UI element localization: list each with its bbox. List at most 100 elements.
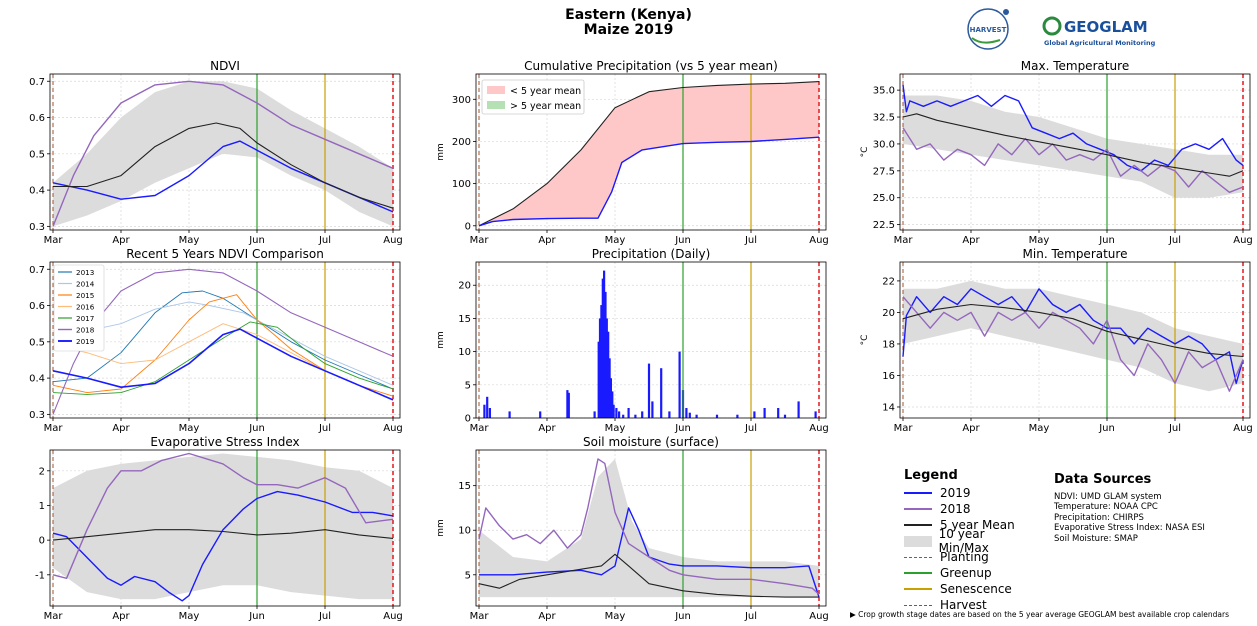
precip-bar: [627, 408, 630, 418]
tmin-ytick-label: 18: [882, 339, 895, 350]
legend-item-senescence: Senescence: [904, 581, 1034, 597]
precipdaily-xtick-label: Jul: [744, 423, 757, 434]
precip-bar: [660, 368, 663, 418]
cumprecip-legend-swatch: [487, 86, 505, 94]
esi-xtick-label: May: [179, 611, 200, 622]
soil-minmax-band: [479, 458, 819, 598]
series-line-mean: [478, 81, 820, 227]
precipdaily-plot-area: [476, 262, 826, 418]
esi-xtick-label: Jun: [248, 611, 265, 622]
ndvi5-legend-label: 2018: [76, 325, 95, 334]
precip-bar: [678, 351, 681, 418]
ndvi-xtick-label: Jun: [248, 235, 265, 246]
precip-bar: [483, 404, 486, 418]
cumprecip-xtick-label: Apr: [538, 235, 556, 246]
legend-label: Planting: [940, 550, 989, 564]
precip-bar: [605, 318, 608, 418]
tmin-xtick-label: Jul: [1168, 423, 1181, 434]
precip-bar: [668, 411, 671, 418]
precipdaily-frame: [475, 261, 827, 419]
precip-bar: [597, 341, 600, 418]
cumprecip-legend-label: > 5 year mean: [510, 101, 581, 112]
soil-xtick-label: Apr: [538, 611, 556, 622]
legend-items: 2019 2018 5 year Mean 10 year Min/Max Planti…: [904, 485, 1034, 613]
precip-bar: [618, 411, 621, 418]
tmin-frame: [899, 261, 1251, 419]
ndvi-frame: [49, 73, 401, 231]
legend-label: 5 year Mean: [940, 518, 1015, 532]
cumprecip-plot-area: [476, 74, 826, 230]
ndvi5-legend-label: 2017: [76, 314, 94, 323]
esi-frame: [49, 449, 401, 607]
series-line-mean: [52, 529, 394, 541]
tmax-ylabel: °C: [860, 147, 870, 158]
geoglam-logo-subtext: Global Agricultural Monitoring: [1044, 39, 1156, 47]
soil-ylabel: mm: [436, 519, 446, 537]
ndvi5-legend: 2013 2014 2015 2016 2017 2018 2019: [53, 264, 105, 352]
esi-ytick-label: 2: [39, 466, 45, 477]
legend-swatch: [904, 583, 934, 595]
tmin-xtick-label: Apr: [962, 423, 980, 434]
series-line-y2018: [478, 458, 820, 595]
ndvi-minmax-band: [53, 81, 393, 227]
data-sources-title: Data Sources: [1054, 472, 1152, 487]
precip-bar: [634, 414, 637, 418]
series-line-y2018: [52, 452, 394, 579]
page-title-region: Eastern (Kenya): [565, 7, 692, 23]
ndvi5-xtick-label: Aug: [383, 423, 403, 434]
tmin-ytick-label: 22: [882, 276, 895, 287]
precipdaily-xtick-label: May: [605, 423, 626, 434]
soil-title: Soil moisture (surface): [583, 435, 719, 449]
cumprecip-ylabel: mm: [436, 143, 446, 161]
chart-tmin: Mar Apr May Jun Jul Aug 14 16 18 20 22 Min. Tempera…: [860, 247, 1253, 434]
chart-ndvi5: Mar Apr May Jun Jul Aug 0.3 0.4 0.5 0.6 0.7 Recent …: [29, 247, 403, 434]
page-title: Eastern (Kenya) Maize 2019: [0, 8, 1257, 38]
tmax-minmax-band: [903, 95, 1243, 198]
tmax-frame: [899, 73, 1251, 231]
precip-bar: [539, 411, 542, 418]
chart-cumprecip: Mar Apr May Jun Jul Aug 0 100 200 300 Cumulative P…: [436, 59, 829, 246]
chart-soil: Mar Apr May Jun Jul Aug 5 10 15 Soil moisture (su…: [436, 435, 829, 622]
soil-plot-area: [476, 450, 826, 606]
series-line-y2018: [902, 296, 1244, 392]
soil-frame: [475, 449, 827, 607]
precip-bar: [777, 408, 780, 418]
page-title-crop: Maize 2019: [583, 22, 674, 38]
legend: Legend 2019 2018 5 year Mean 10 year Min/Ma…: [904, 468, 1034, 613]
tmax-xtick-label: Jul: [1168, 235, 1181, 246]
ndvi-xtick-label: Apr: [112, 235, 130, 246]
legend-swatch: [904, 519, 934, 531]
precip-bar: [603, 270, 606, 418]
precipdaily-xtick-label: Aug: [809, 423, 829, 434]
tmax-xtick-label: Apr: [962, 235, 980, 246]
ndvi5-ytick-label: 0.7: [29, 265, 45, 276]
series-line-y2019: [479, 507, 820, 598]
precip-bar: [608, 358, 611, 418]
geoglam-logo: GEOGLAM Global Agricultural Monitoring: [1042, 16, 1156, 47]
data-source-soil: Soil Moisture: SMAP: [1054, 533, 1138, 544]
precip-bar: [567, 392, 570, 418]
precipdaily-ytick-label: 15: [458, 314, 471, 325]
precip-bar: [715, 414, 719, 418]
geoglam-logo-text: GEOGLAM: [1064, 18, 1148, 36]
precip-bar: [622, 414, 625, 418]
tmax-xtick-label: Jun: [1098, 235, 1115, 246]
cumprecip-legend-label: < 5 year mean: [510, 86, 581, 97]
precipdaily-ytick-label: 10: [458, 347, 471, 358]
cumprecip-frame: [475, 73, 827, 231]
tmin-xtick-label: Mar: [894, 423, 914, 434]
ndvi5-legend-label: 2016: [76, 302, 95, 311]
ndvi-xtick-label: Aug: [383, 235, 403, 246]
series-line-2014: [52, 301, 394, 386]
tmax-ytick-label: 25.0: [873, 193, 895, 204]
ndvi5-ytick-label: 0.5: [29, 337, 45, 348]
precip-bar: [797, 401, 800, 418]
ndvi5-xtick-label: Jul: [318, 423, 331, 434]
precip-bar: [641, 411, 644, 418]
chart-esi: Mar Apr May Jun Jul Aug -1 0 1 2 Evaporative Stres…: [35, 435, 403, 622]
cumprecip-legend-frame: [481, 79, 585, 115]
legend-swatch: [904, 487, 934, 499]
precip-bar: [688, 412, 691, 418]
legend-swatch: [904, 503, 934, 515]
